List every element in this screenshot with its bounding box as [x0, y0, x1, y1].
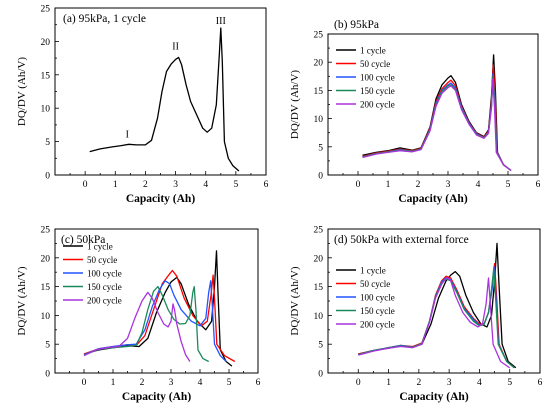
legend-label: 1 cycle	[360, 266, 386, 276]
series-line-100-cycle	[83, 280, 227, 362]
series-line-200-cycle	[362, 78, 512, 172]
y-tick-label: 5	[45, 138, 50, 148]
x-tick-label: 5	[507, 378, 512, 388]
y-tick-label: 10	[314, 312, 324, 322]
legend-label: 100 cycle	[360, 73, 395, 83]
y-tick-label: 0	[45, 172, 50, 182]
y-tick-label: 10	[41, 312, 51, 322]
panel-2: 0 1 2 3 4 5 6 0 5 10 15 20 25 Capacity (Ah) DQ/DV (Ah/…	[289, 19, 541, 205]
legend-label: 200 cycle	[87, 296, 122, 306]
x-tick-label: 4	[203, 180, 208, 190]
y-tick-label: 0	[318, 370, 323, 380]
x-tick-label: 3	[446, 180, 451, 190]
x-tick-label: 4	[477, 378, 482, 388]
x-tick-label: 4	[476, 180, 481, 190]
legend-label: 150 cycle	[360, 306, 395, 316]
x-tick-label: 2	[143, 180, 148, 190]
legend-label: 1 cycle	[360, 46, 386, 56]
legend-label: 200 cycle	[360, 100, 395, 110]
y-tick-label: 25	[41, 226, 51, 236]
x-axis-label: Capacity (Ah)	[122, 391, 191, 403]
y-tick-label: 10	[314, 115, 324, 125]
x-axis-label: Capacity (Ah)	[398, 193, 467, 205]
panel-title: (a) 95kPa, 1 cycle	[63, 13, 146, 25]
plot-frame	[54, 7, 267, 176]
y-tick-label: 0	[318, 172, 323, 182]
x-tick-label: 0	[356, 180, 361, 190]
x-tick-label: 1	[386, 180, 391, 190]
panel-1: 0 1 2 3 4 5 6 0 5 10 15 20 25 Capacity (Ah) DQ/DV (Ah/…	[16, 5, 269, 206]
series-line-1-cycle	[362, 54, 512, 172]
peak-annotation: III	[216, 16, 226, 27]
peak-annotation: II	[172, 41, 179, 52]
series-line-150-cycle	[83, 285, 209, 363]
series-line-200-cycle	[83, 291, 191, 362]
y-tick-label: 20	[41, 38, 51, 48]
x-tick-label: 1	[111, 378, 116, 388]
legend-label: 100 cycle	[87, 269, 122, 279]
x-tick-label: 2	[416, 180, 421, 190]
legend-label: 1 cycle	[87, 242, 113, 252]
y-axis-label: DQ/DV (Ah/V)	[289, 266, 301, 335]
x-tick-label: 0	[83, 180, 88, 190]
y-tick-label: 20	[314, 254, 324, 264]
legend-label: 50 cycle	[360, 59, 390, 69]
y-tick-label: 20	[41, 254, 51, 264]
legend-label: 150 cycle	[87, 282, 122, 292]
y-tick-label: 25	[41, 5, 51, 15]
legend-label: 50 cycle	[360, 279, 390, 289]
legend-label: 50 cycle	[87, 255, 117, 265]
x-tick-label: 3	[447, 378, 452, 388]
x-tick-label: 0	[356, 378, 361, 388]
x-tick-label: 6	[538, 378, 543, 388]
panel-4: 0 1 2 3 4 5 6 0 5 10 15 20 25 Capacity (Ah) DQ/DV (Ah/…	[289, 226, 543, 404]
y-tick-label: 20	[314, 59, 324, 69]
x-tick-label: 1	[386, 378, 391, 388]
series-line-200-cycle	[358, 276, 511, 369]
y-tick-label: 25	[314, 226, 324, 236]
y-tick-label: 5	[45, 341, 50, 351]
x-tick-label: 4	[198, 378, 203, 388]
x-axis-label: Capacity (Ah)	[399, 391, 468, 403]
x-tick-label: 5	[506, 180, 511, 190]
legend-label: 150 cycle	[360, 86, 395, 96]
x-tick-label: 2	[416, 378, 421, 388]
x-tick-label: 3	[173, 180, 178, 190]
peak-annotation: I	[126, 130, 129, 141]
legend: 1 cycle 50 cycle 100 cycle 150 cycle 200 cyc…	[336, 46, 395, 110]
x-tick-label: 1	[113, 180, 118, 190]
panel-title: (b) 95kPa	[334, 19, 379, 31]
x-tick-label: 0	[82, 378, 87, 388]
y-tick-label: 10	[41, 105, 51, 115]
x-tick-label: 6	[256, 378, 261, 388]
legend-label: 200 cycle	[360, 320, 395, 330]
panel-title: (d) 50kPa with external force	[334, 234, 469, 246]
x-tick-label: 3	[169, 378, 174, 388]
series-line-main	[89, 27, 240, 172]
x-tick-label: 2	[140, 378, 145, 388]
legend: 1 cycle 50 cycle 100 cycle 150 cycle 200 cyc…	[336, 266, 395, 330]
x-axis-label: Capacity (Ah)	[126, 193, 195, 205]
y-tick-label: 15	[41, 71, 51, 81]
y-axis-label: DQ/DV (Ah/V)	[16, 266, 28, 335]
panel-title: (c) 50kPa	[61, 234, 105, 246]
legend-label: 100 cycle	[360, 293, 395, 303]
y-tick-label: 15	[314, 87, 324, 97]
y-tick-label: 5	[318, 143, 323, 153]
y-tick-label: 15	[41, 283, 51, 293]
x-tick-label: 6	[536, 180, 541, 190]
panel-3: 0 1 2 3 4 5 6 0 5 10 15 20 25 Capacity (Ah) DQ/DV (Ah/…	[16, 226, 261, 404]
y-tick-label: 25	[314, 31, 324, 41]
y-axis-label: DQ/DV (Ah/V)	[16, 57, 28, 126]
x-tick-label: 5	[233, 180, 238, 190]
x-tick-label: 6	[264, 180, 269, 190]
x-tick-label: 5	[227, 378, 232, 388]
y-tick-label: 0	[45, 370, 50, 380]
y-axis-label: DQ/DV (Ah/V)	[289, 70, 301, 139]
y-tick-label: 15	[314, 283, 324, 293]
y-tick-label: 5	[318, 341, 323, 351]
legend: 1 cycle 50 cycle 100 cycle 150 cycle 200 cyc…	[63, 242, 122, 306]
